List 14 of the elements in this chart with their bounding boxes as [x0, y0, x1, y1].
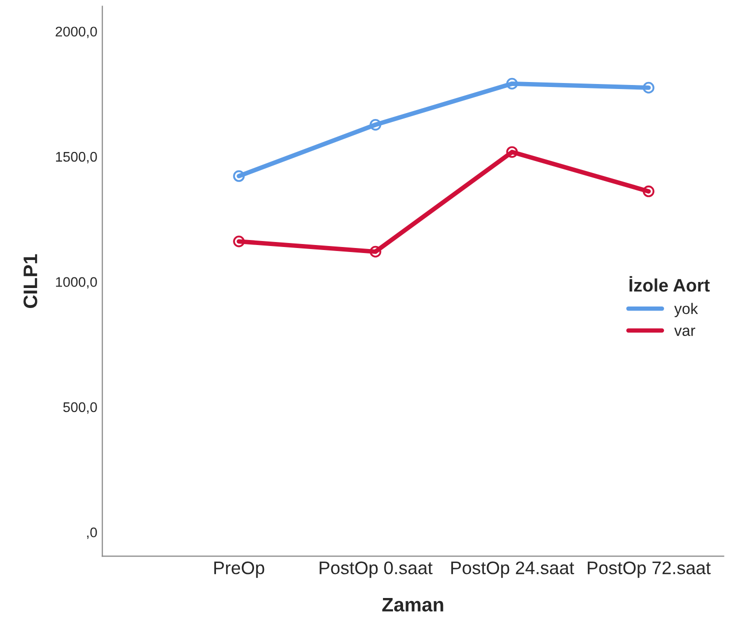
y-axis-title: CILP1 — [24, 254, 38, 308]
y-tick-label: ,0 — [87, 527, 97, 539]
x-tick-label: PostOp 72.saat — [588, 562, 711, 578]
legend-title: İzole Aort — [630, 276, 710, 292]
x-tick-label: PostOp 24.saat — [451, 562, 574, 578]
x-axis-title: Zaman — [382, 598, 444, 612]
y-tick-label: 1500,0 — [56, 152, 97, 164]
legend-label: yok — [674, 302, 698, 318]
x-tick-label: PostOp 0.saat — [320, 562, 433, 578]
x-tick-label: PreOp — [214, 562, 264, 578]
legend-label: var — [674, 328, 696, 336]
y-tick-label: 1000,0 — [56, 277, 97, 289]
y-tick-label: 500,0 — [63, 402, 97, 414]
y-tick-label: 2000,0 — [56, 26, 97, 38]
